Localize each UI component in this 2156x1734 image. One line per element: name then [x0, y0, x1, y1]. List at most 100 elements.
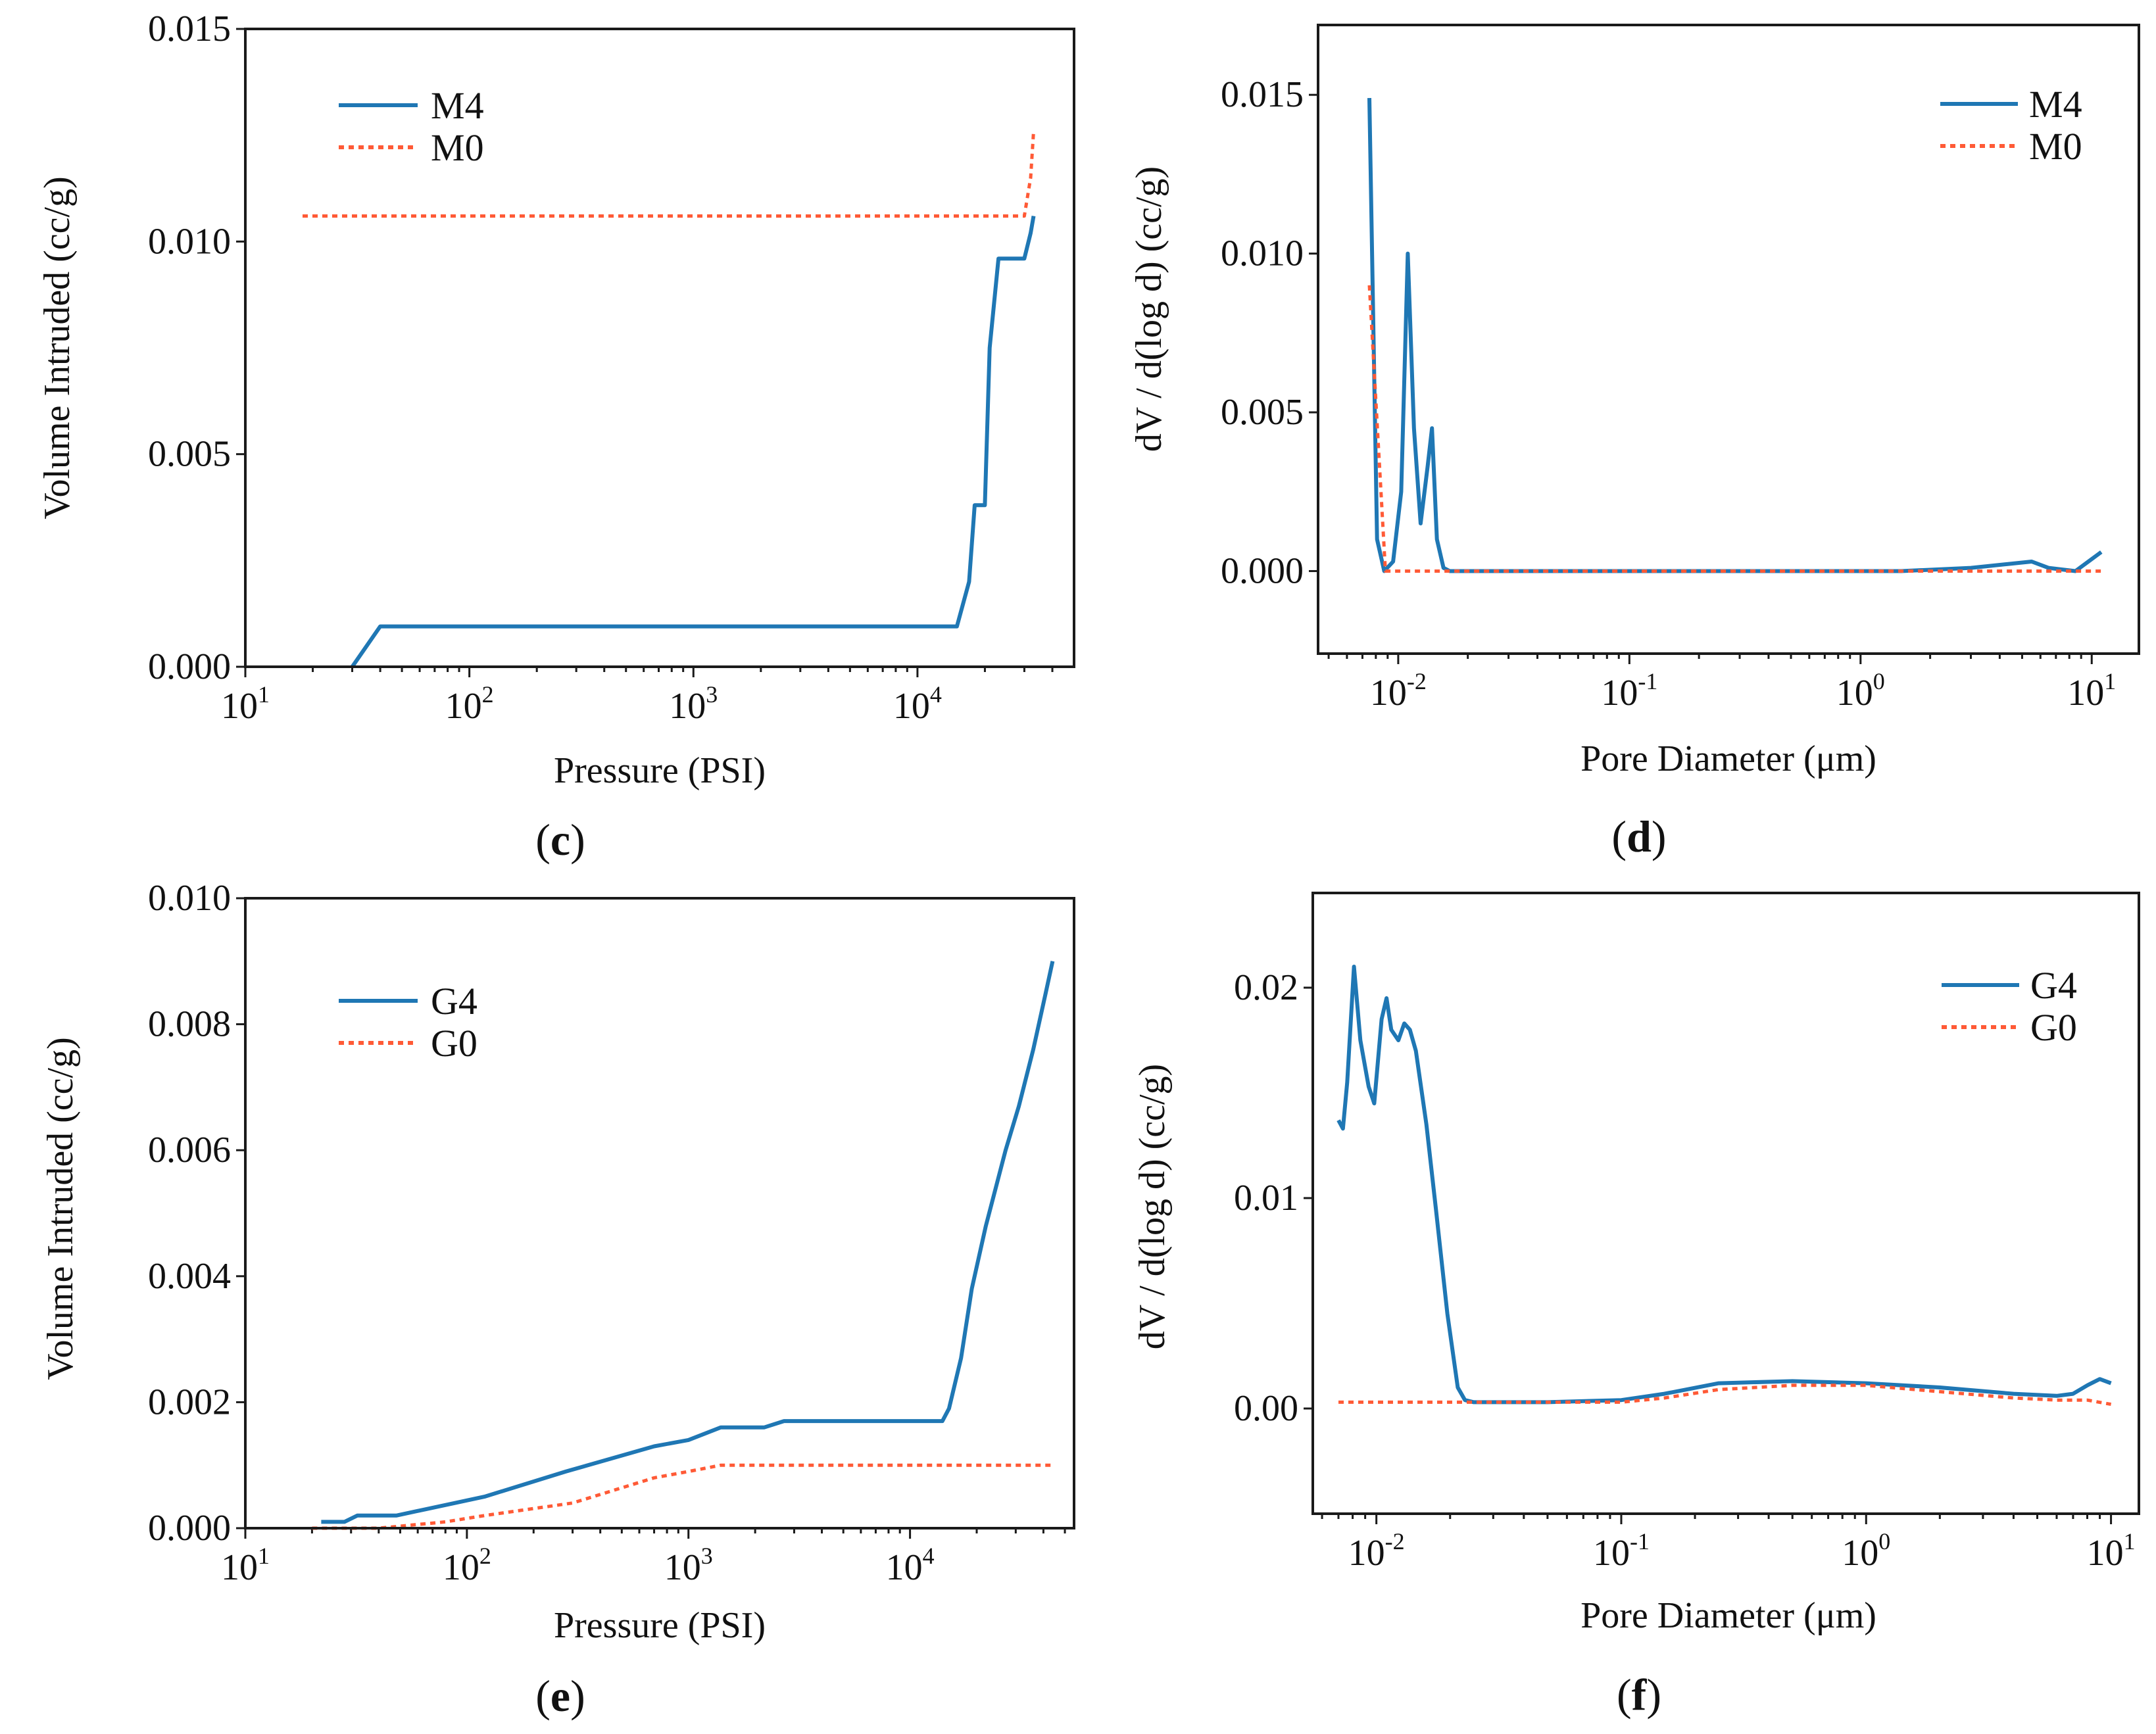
panel-label-c: (c)	[535, 815, 585, 865]
y-tick-label-c-0: 0.000	[148, 646, 231, 687]
x-tick-exp-d-3: 1	[2104, 668, 2116, 694]
x-tick-exp-e-0: 1	[258, 1543, 270, 1569]
y-tick-label-e-4: 0.008	[148, 1004, 231, 1045]
x-tick-base-e-2: 10	[664, 1547, 701, 1588]
series-line-m0	[1367, 285, 2101, 573]
plot-frame-d	[1317, 24, 2140, 655]
plot-frame-f	[1311, 892, 2140, 1515]
legend-label-c-1: M0	[431, 126, 484, 169]
plot-frame-c	[244, 28, 1075, 668]
legend-label-f-0: G4	[2030, 964, 2077, 1007]
x-tick-label-c-1: 102	[445, 681, 494, 727]
x-axis-title-f: Pore Diameter (μm)	[1580, 1595, 1876, 1636]
x-tick-label-e-2: 103	[664, 1543, 713, 1588]
x-tick-label-f-0: 10-2	[1348, 1528, 1405, 1574]
x-tick-base-f-1: 10	[1593, 1533, 1630, 1574]
x-tick-exp-e-1: 2	[479, 1543, 491, 1569]
legend-label-d-0: M4	[2029, 83, 2082, 126]
x-tick-base-d-0: 10	[1370, 673, 1407, 713]
y-tick-label-c-1: 0.005	[148, 434, 231, 475]
x-tick-label-c-0: 101	[221, 681, 270, 727]
legend-label-e-0: G4	[431, 980, 478, 1023]
x-tick-base-f-2: 10	[1842, 1533, 1878, 1574]
x-tick-exp-c-1: 2	[482, 681, 494, 708]
legend-c: M4 M0	[339, 84, 484, 169]
y-tick-label-e-3: 0.006	[148, 1130, 231, 1170]
x-tick-base-f-0: 10	[1348, 1533, 1385, 1574]
series-line-g0	[312, 1463, 1053, 1530]
y-axis-title-c: Volume Intruded (cc/g)	[37, 176, 78, 519]
x-tick-base-c-3: 10	[893, 686, 930, 727]
legend-label-d-1: M0	[2029, 125, 2082, 168]
x-tick-base-d-3: 10	[2067, 673, 2104, 713]
y-tick-label-c-2: 0.010	[148, 221, 231, 262]
series-line-g4	[321, 961, 1055, 1524]
y-tick-label-c-3: 0.015	[148, 9, 231, 49]
x-tick-exp-d-0: -2	[1407, 668, 1427, 694]
series-line-m4	[351, 215, 1036, 668]
x-tick-exp-c-3: 4	[930, 681, 942, 708]
series-line-g0	[1338, 1384, 2112, 1407]
x-tick-base-e-3: 10	[886, 1547, 923, 1588]
panel-label-f: (f)	[1617, 1670, 1661, 1720]
x-tick-label-e-1: 102	[443, 1543, 491, 1588]
x-tick-base-c-0: 10	[221, 686, 258, 727]
y-tick-label-d-0: 0.000	[1221, 550, 1304, 591]
x-tick-exp-f-0: -2	[1385, 1528, 1405, 1554]
x-axis-title-c: Pressure (PSI)	[554, 750, 766, 791]
x-axis-title-e: Pressure (PSI)	[554, 1605, 766, 1646]
legend-label-e-1: G0	[431, 1022, 478, 1065]
panel-label-d: (d)	[1611, 811, 1666, 861]
y-tick-label-e-0: 0.000	[148, 1508, 231, 1549]
x-tick-label-c-2: 103	[669, 681, 718, 727]
legend-f: G4 G0	[1942, 964, 2077, 1049]
x-tick-exp-f-2: 0	[1878, 1528, 1890, 1554]
x-tick-label-c-3: 104	[893, 681, 942, 727]
x-tick-base-e-1: 10	[443, 1547, 479, 1588]
x-tick-base-c-1: 10	[445, 686, 482, 727]
y-tick-label-e-5: 0.010	[148, 878, 231, 919]
x-tick-base-c-2: 10	[669, 686, 706, 727]
x-tick-exp-d-1: -1	[1638, 668, 1657, 694]
x-tick-base-d-2: 10	[1836, 673, 1873, 713]
x-tick-label-e-3: 104	[886, 1543, 935, 1588]
x-tick-exp-c-0: 1	[258, 681, 270, 708]
y-tick-label-e-1: 0.002	[148, 1382, 231, 1422]
series-line-m0	[303, 131, 1035, 218]
x-tick-label-e-0: 101	[221, 1543, 270, 1588]
x-tick-exp-c-2: 3	[706, 681, 718, 708]
panel-label-e: (e)	[535, 1671, 585, 1721]
x-tick-exp-f-1: -1	[1630, 1528, 1650, 1554]
y-tick-label-d-3: 0.015	[1221, 74, 1304, 115]
legend-d: M4 M0	[1940, 83, 2082, 168]
y-axis-title-d: dV / d(log d) (cc/g)	[1129, 166, 1169, 452]
y-tick-label-f-0: 0.00	[1234, 1388, 1298, 1429]
y-tick-label-e-2: 0.004	[148, 1256, 231, 1297]
x-tick-base-e-0: 10	[221, 1547, 258, 1588]
x-tick-exp-d-2: 0	[1873, 668, 1885, 694]
y-tick-label-d-2: 0.010	[1221, 233, 1304, 274]
y-axis-title-e: Volume Intruded (cc/g)	[40, 1037, 81, 1380]
x-tick-label-f-2: 100	[1842, 1528, 1890, 1574]
x-tick-exp-e-2: 3	[701, 1543, 713, 1569]
x-tick-label-d-2: 100	[1836, 668, 1885, 713]
x-tick-exp-f-3: 1	[2124, 1528, 2136, 1554]
legend-e: G4 G0	[339, 980, 478, 1065]
x-tick-label-f-1: 10-1	[1593, 1528, 1650, 1574]
series-line-g4	[1336, 965, 2112, 1405]
x-tick-label-f-3: 101	[2087, 1528, 2136, 1574]
y-tick-label-f-2: 0.02	[1234, 967, 1298, 1008]
y-tick-label-f-1: 0.01	[1234, 1178, 1298, 1218]
x-tick-label-d-3: 101	[2067, 668, 2116, 713]
series-line-m4	[1367, 98, 2103, 573]
legend-label-f-1: G0	[2030, 1006, 2077, 1049]
x-tick-base-f-3: 10	[2087, 1533, 2124, 1574]
plot-frame-e	[244, 897, 1075, 1529]
y-axis-title-f: dV / d(log d) (cc/g)	[1132, 1064, 1173, 1349]
y-tick-label-d-1: 0.005	[1221, 392, 1304, 433]
x-tick-base-d-1: 10	[1601, 673, 1638, 713]
